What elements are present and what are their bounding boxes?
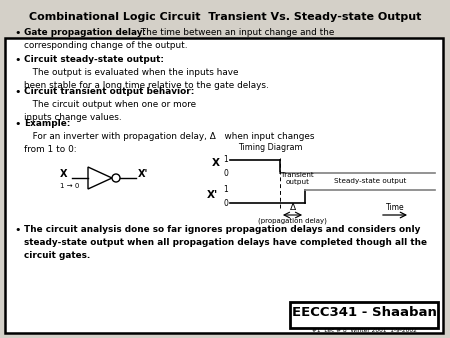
- Text: Example:: Example:: [24, 119, 70, 128]
- Text: Time: Time: [386, 203, 404, 212]
- Text: steady-state output when all propagation delays have completed though all the: steady-state output when all propagation…: [24, 238, 427, 247]
- Text: inputs change values.: inputs change values.: [24, 113, 122, 122]
- Text: •: •: [14, 119, 21, 129]
- Text: 0: 0: [223, 169, 228, 177]
- Text: X: X: [60, 169, 68, 179]
- Text: Gate propagation delay:: Gate propagation delay:: [24, 28, 146, 37]
- Text: The circuit analysis done so far ignores propagation delays and considers only: The circuit analysis done so far ignores…: [24, 225, 420, 234]
- Text: corresponding change of the output.: corresponding change of the output.: [24, 41, 188, 50]
- Text: •: •: [14, 87, 21, 97]
- Text: been stable for a long time relative to the gate delays.: been stable for a long time relative to …: [24, 81, 269, 90]
- Text: 1: 1: [223, 155, 228, 165]
- Text: X': X': [207, 190, 218, 199]
- Text: Transient
output: Transient output: [281, 172, 314, 185]
- Text: EECC341 - Shaaban: EECC341 - Shaaban: [292, 307, 436, 319]
- Text: For an inverter with propagation delay, Δ   when input changes: For an inverter with propagation delay, …: [24, 132, 315, 141]
- Text: X': X': [138, 169, 148, 179]
- Text: •: •: [14, 225, 21, 235]
- Text: The circuit output when one or more: The circuit output when one or more: [24, 100, 196, 109]
- Text: circuit gates.: circuit gates.: [24, 251, 90, 260]
- Text: Steady-state output: Steady-state output: [334, 178, 406, 184]
- Text: Circuit transient output behavior:: Circuit transient output behavior:: [24, 87, 194, 96]
- Text: •: •: [14, 28, 21, 38]
- Text: Timing Diagram: Timing Diagram: [238, 143, 302, 152]
- Text: #1  Lec # 8  Winter 2001  1-9-2002: #1 Lec # 8 Winter 2001 1-9-2002: [311, 328, 416, 333]
- Text: Combinational Logic Circuit  Transient Vs. Steady-state Output: Combinational Logic Circuit Transient Vs…: [29, 12, 421, 22]
- Bar: [5, 38, 443, 333]
- Text: 0: 0: [223, 198, 228, 208]
- Text: (propagation delay): (propagation delay): [258, 218, 327, 224]
- Text: X: X: [212, 158, 220, 168]
- Text: •: •: [14, 55, 21, 65]
- Text: from 1 to 0:: from 1 to 0:: [24, 145, 77, 154]
- Text: The output is evaluated when the inputs have: The output is evaluated when the inputs …: [24, 68, 238, 77]
- Text: Circuit steady-state output:: Circuit steady-state output:: [24, 55, 164, 64]
- Bar: [290, 302, 438, 328]
- Text: 1 → 0: 1 → 0: [60, 183, 79, 189]
- Text: Δ: Δ: [289, 203, 296, 212]
- Text: The time between an input change and the: The time between an input change and the: [138, 28, 334, 37]
- Text: 1: 1: [223, 186, 228, 194]
